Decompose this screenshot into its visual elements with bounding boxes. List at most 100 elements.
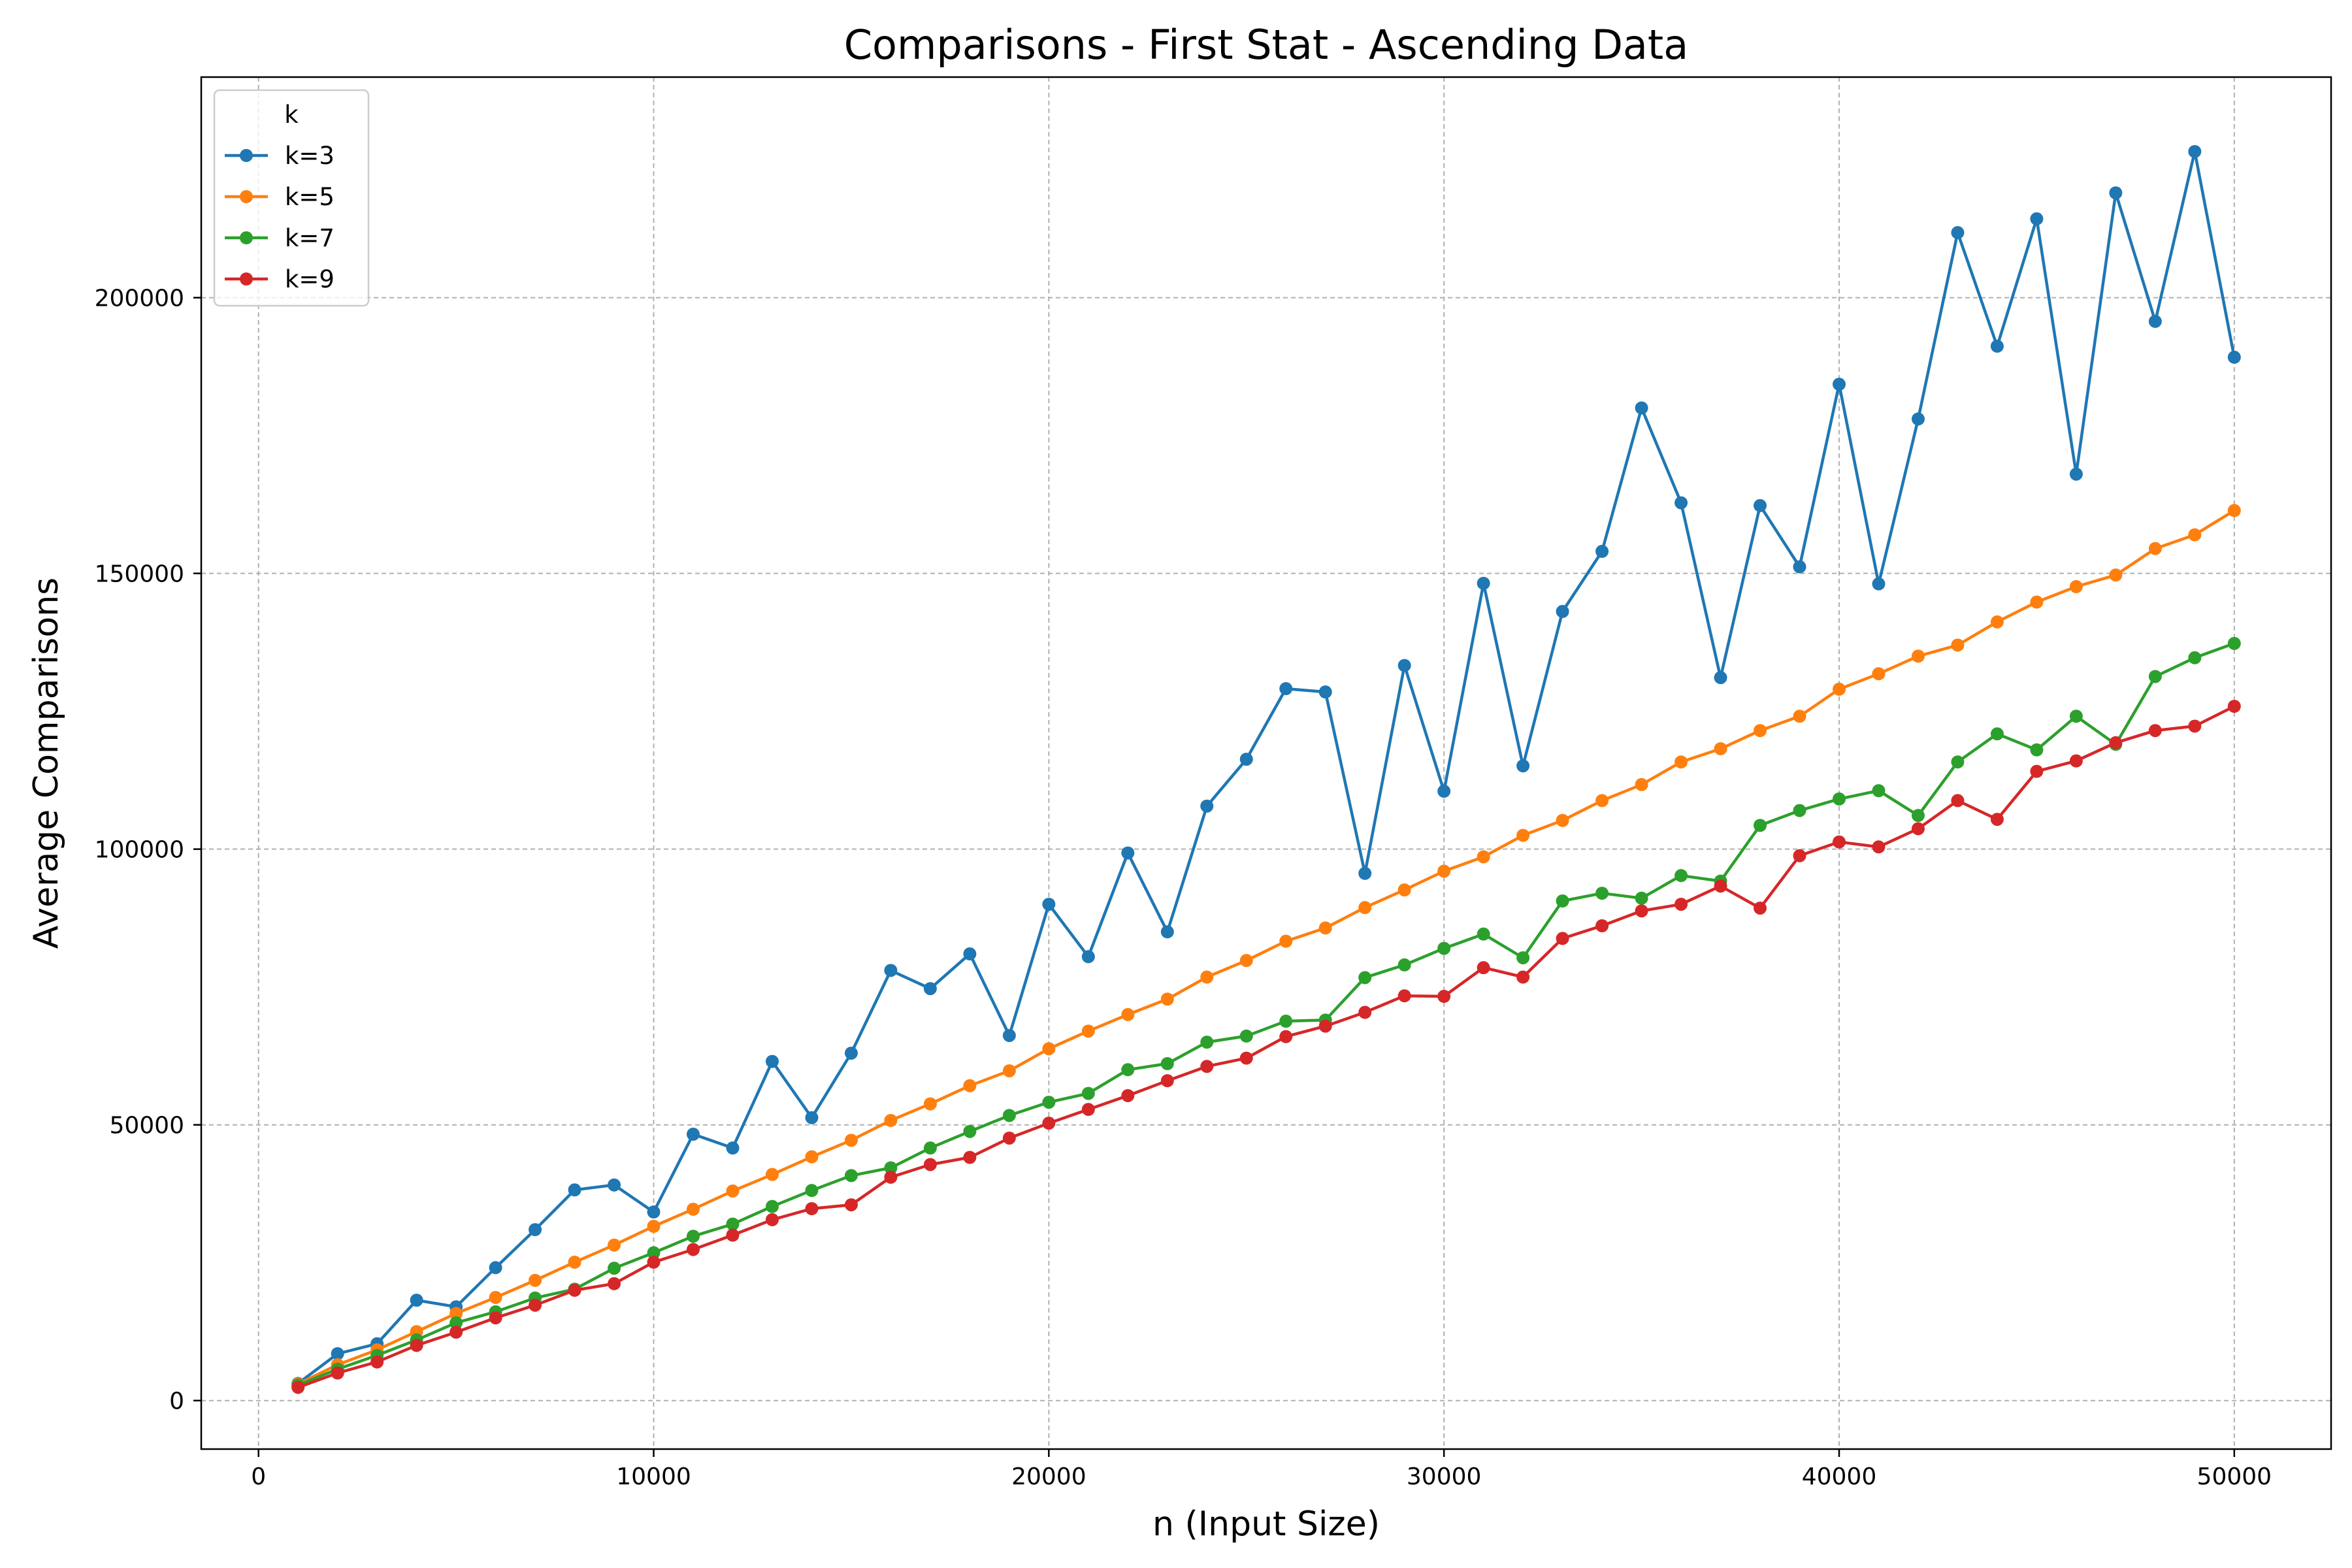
legend: k k=3 k=5 k=7 k=9 [214, 90, 368, 306]
data-point [1674, 898, 1688, 911]
data-point [1200, 970, 1213, 983]
data-point [1477, 961, 1490, 974]
data-point [1833, 683, 1846, 696]
data-point [489, 1311, 502, 1324]
data-point [1161, 1057, 1174, 1070]
data-point [1003, 1064, 1016, 1077]
data-point [1437, 864, 1450, 877]
data-point [1714, 742, 1727, 755]
data-point [805, 1111, 818, 1124]
data-point [1319, 1020, 1332, 1033]
data-point [1833, 836, 1846, 849]
data-point [331, 1367, 344, 1380]
data-point [1872, 784, 1885, 797]
data-point [1358, 971, 1371, 984]
x-tick-label: 10000 [616, 1463, 691, 1490]
data-point [1240, 1030, 1253, 1043]
data-point [2149, 542, 2162, 555]
data-point [2228, 700, 2241, 713]
data-point [1003, 1029, 1016, 1042]
data-point [1912, 822, 1925, 835]
data-point [845, 1169, 858, 1182]
data-point [1358, 901, 1371, 914]
y-tick-label: 100000 [95, 837, 184, 864]
data-point [1951, 226, 1964, 239]
data-point [529, 1223, 542, 1236]
data-point [1121, 847, 1134, 860]
data-point [1754, 499, 1767, 512]
data-point [924, 982, 937, 995]
y-tick-label: 50000 [109, 1113, 184, 1139]
data-point [1556, 605, 1569, 618]
data-point [1635, 904, 1648, 917]
data-point [687, 1243, 700, 1256]
data-point [1793, 710, 1806, 723]
data-point [726, 1141, 739, 1154]
data-point [529, 1274, 542, 1287]
data-point [1991, 727, 2004, 740]
data-point [1042, 1096, 1055, 1109]
data-point [291, 1380, 304, 1394]
data-point [1082, 950, 1095, 963]
data-point [805, 1184, 818, 1197]
data-point [726, 1229, 739, 1242]
data-point [1556, 932, 1569, 945]
data-point [1754, 724, 1767, 737]
data-point [1754, 902, 1767, 915]
data-point [2030, 743, 2043, 757]
data-point [1872, 840, 1885, 853]
data-point [1121, 1008, 1134, 1021]
data-point [608, 1277, 621, 1290]
data-point [1477, 577, 1490, 590]
data-point [1595, 887, 1609, 900]
data-point [1635, 892, 1648, 905]
data-point [1912, 412, 1925, 425]
data-point [766, 1055, 779, 1068]
data-point [1991, 615, 2004, 629]
data-point [1991, 813, 2004, 826]
data-point [1714, 879, 1727, 892]
legend-marker [240, 190, 253, 203]
legend-title: k [284, 101, 299, 129]
data-point [1398, 659, 1411, 672]
data-point [1674, 497, 1688, 510]
data-point [1161, 1074, 1174, 1087]
y-axis-label: Average Comparisons [27, 578, 66, 949]
data-point [1595, 794, 1609, 807]
data-point [963, 1151, 976, 1164]
data-point [1516, 759, 1529, 772]
data-point [1042, 898, 1055, 911]
data-point [1556, 894, 1569, 907]
data-point [1556, 814, 1569, 827]
data-point [845, 1198, 858, 1211]
data-point [370, 1356, 384, 1369]
data-point [1516, 951, 1529, 964]
data-point [1082, 1103, 1095, 1116]
data-point [2149, 670, 2162, 683]
data-point [766, 1200, 779, 1213]
data-point [1516, 970, 1529, 983]
data-point [1358, 867, 1371, 880]
data-point [924, 1141, 937, 1154]
data-point [963, 947, 976, 960]
legend-label: k=3 [285, 142, 335, 170]
data-point [1595, 545, 1609, 558]
x-tick-label: 20000 [1011, 1463, 1086, 1490]
data-point [568, 1256, 581, 1269]
data-point [687, 1203, 700, 1216]
data-point [2149, 724, 2162, 737]
data-point [2188, 651, 2201, 664]
data-point [1951, 755, 1964, 768]
data-point [845, 1047, 858, 1060]
data-point [1319, 921, 1332, 934]
data-point [884, 1114, 897, 1127]
data-point [1042, 1042, 1055, 1055]
data-point [2070, 755, 2083, 768]
data-point [1398, 958, 1411, 972]
legend-marker [240, 272, 253, 286]
data-point [1516, 829, 1529, 842]
data-point [1951, 794, 1964, 807]
data-point [647, 1220, 661, 1233]
data-point [410, 1294, 423, 1307]
data-point [1437, 990, 1450, 1003]
